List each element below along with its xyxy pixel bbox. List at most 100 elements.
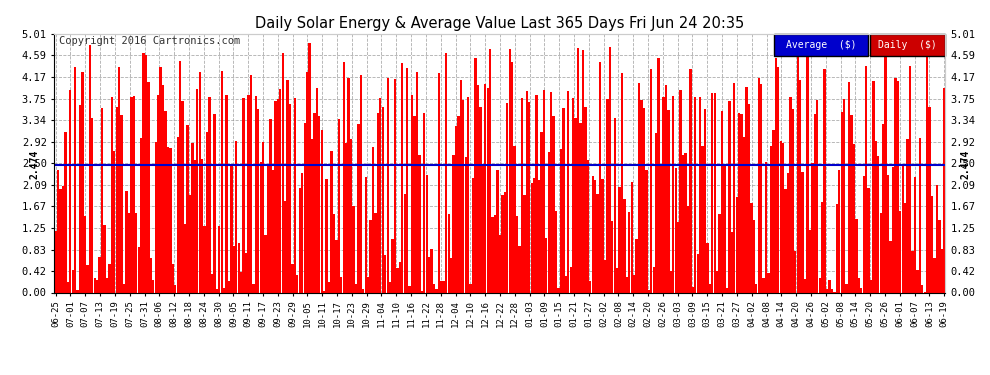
Bar bbox=[697, 255, 699, 292]
Bar bbox=[852, 144, 855, 292]
Bar bbox=[254, 96, 257, 292]
Bar bbox=[862, 176, 865, 292]
Bar bbox=[201, 159, 203, 292]
Bar bbox=[582, 50, 584, 292]
Bar bbox=[897, 81, 899, 292]
Bar bbox=[338, 119, 340, 292]
Bar bbox=[372, 147, 374, 292]
Bar bbox=[357, 124, 359, 292]
Bar bbox=[248, 95, 249, 292]
Bar bbox=[240, 272, 243, 292]
Bar bbox=[149, 258, 152, 292]
Bar bbox=[191, 143, 193, 292]
Bar bbox=[552, 116, 554, 292]
Bar bbox=[943, 88, 945, 292]
Bar bbox=[799, 80, 801, 292]
Bar bbox=[135, 213, 138, 292]
Bar bbox=[123, 284, 125, 292]
Bar bbox=[169, 148, 171, 292]
Bar bbox=[677, 222, 679, 292]
Bar bbox=[587, 160, 589, 292]
Bar bbox=[704, 108, 706, 292]
Text: Average  ($): Average ($) bbox=[786, 40, 856, 50]
Bar bbox=[909, 66, 911, 292]
Bar bbox=[579, 123, 582, 292]
Bar bbox=[875, 141, 877, 292]
Bar bbox=[836, 204, 838, 292]
Bar bbox=[547, 152, 549, 292]
Bar bbox=[738, 113, 741, 292]
Bar bbox=[421, 291, 423, 292]
Bar bbox=[331, 150, 333, 292]
Text: 2.474: 2.474 bbox=[30, 150, 40, 179]
Bar bbox=[907, 139, 909, 292]
Bar bbox=[326, 179, 328, 292]
FancyBboxPatch shape bbox=[774, 34, 868, 56]
Bar bbox=[567, 90, 569, 292]
Bar bbox=[450, 258, 452, 292]
Bar bbox=[792, 109, 794, 292]
Bar bbox=[218, 226, 221, 292]
Bar bbox=[304, 123, 306, 292]
Bar bbox=[94, 278, 96, 292]
Bar bbox=[619, 187, 621, 292]
Bar bbox=[259, 162, 262, 292]
Bar bbox=[299, 188, 301, 292]
Bar bbox=[802, 172, 804, 292]
Bar bbox=[81, 72, 84, 292]
Bar bbox=[601, 179, 604, 292]
Bar bbox=[431, 249, 433, 292]
Bar bbox=[519, 246, 521, 292]
Bar bbox=[343, 62, 345, 292]
Bar bbox=[857, 278, 860, 292]
Bar bbox=[929, 107, 931, 292]
Bar bbox=[921, 285, 924, 292]
Bar bbox=[782, 143, 784, 292]
Bar bbox=[341, 277, 343, 292]
Bar bbox=[729, 102, 731, 292]
Bar bbox=[667, 110, 669, 292]
Bar bbox=[457, 116, 459, 292]
Bar bbox=[206, 132, 208, 292]
Bar bbox=[716, 271, 719, 292]
Bar bbox=[148, 82, 149, 292]
Bar bbox=[936, 185, 939, 292]
Bar bbox=[719, 214, 721, 292]
Bar bbox=[294, 98, 296, 292]
Bar bbox=[709, 284, 711, 292]
Bar bbox=[777, 67, 779, 292]
Bar bbox=[64, 132, 66, 292]
Bar bbox=[184, 224, 186, 292]
Bar bbox=[714, 93, 716, 292]
Bar bbox=[274, 101, 276, 292]
Bar bbox=[731, 232, 733, 292]
Bar bbox=[767, 273, 769, 292]
Bar bbox=[669, 272, 672, 292]
Bar bbox=[745, 87, 747, 292]
Bar bbox=[631, 183, 633, 292]
Bar bbox=[847, 82, 850, 292]
Bar bbox=[128, 213, 130, 292]
Bar bbox=[784, 189, 787, 292]
Bar bbox=[352, 206, 354, 292]
Bar bbox=[318, 116, 321, 292]
Bar bbox=[726, 288, 728, 292]
Bar bbox=[462, 100, 464, 292]
Bar bbox=[487, 88, 489, 292]
Bar bbox=[381, 107, 384, 292]
Bar bbox=[494, 214, 496, 292]
Bar bbox=[804, 279, 806, 292]
Bar bbox=[687, 206, 689, 292]
Bar bbox=[624, 199, 626, 292]
Bar bbox=[526, 91, 528, 292]
Bar bbox=[609, 46, 611, 292]
Bar bbox=[276, 99, 279, 292]
Bar bbox=[845, 284, 847, 292]
Bar bbox=[226, 94, 228, 292]
Bar bbox=[606, 99, 609, 292]
Bar bbox=[238, 243, 240, 292]
Bar bbox=[194, 160, 196, 292]
Bar bbox=[79, 105, 81, 292]
Bar bbox=[257, 109, 259, 292]
Bar bbox=[787, 172, 789, 292]
